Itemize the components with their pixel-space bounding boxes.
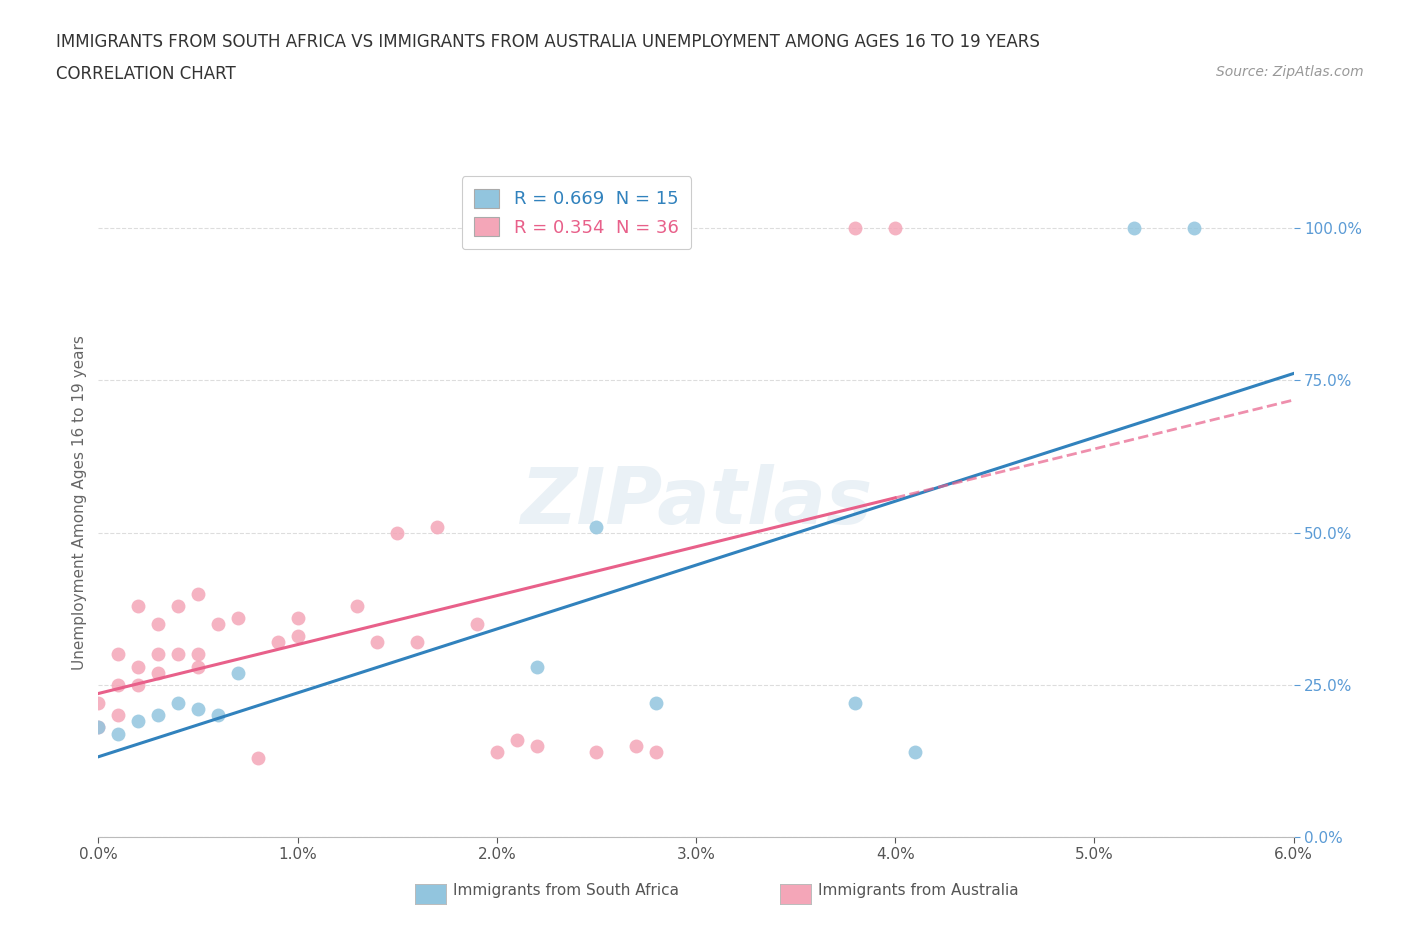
Point (366, 635, 388, 650)
Point (148, 708, 170, 723)
Point (167, 696, 190, 711)
Point (346, 598, 368, 613)
Point (187, 702, 209, 717)
Point (207, 617, 229, 631)
Point (624, 738, 647, 753)
Text: Source: ZipAtlas.com: Source: ZipAtlas.com (1216, 65, 1364, 79)
Y-axis label: Unemployment Among Ages 16 to 19 years: Unemployment Among Ages 16 to 19 years (72, 335, 87, 670)
Text: IMMIGRANTS FROM SOUTH AFRICA VS IMMIGRANTS FROM AUSTRALIA UNEMPLOYMENT AMONG AGE: IMMIGRANTS FROM SOUTH AFRICA VS IMMIGRAN… (56, 33, 1040, 50)
Point (645, 696, 668, 711)
Point (127, 598, 149, 613)
Point (645, 744, 668, 759)
Point (267, 635, 290, 650)
Point (884, 220, 907, 235)
Text: Immigrants from South Africa: Immigrants from South Africa (453, 883, 679, 897)
Text: CORRELATION CHART: CORRELATION CHART (56, 65, 236, 83)
Point (246, 751, 269, 765)
Point (385, 525, 409, 540)
Point (127, 659, 149, 674)
Point (1123, 220, 1146, 235)
Point (526, 659, 548, 674)
Point (127, 714, 149, 729)
Point (287, 610, 309, 625)
Point (107, 708, 129, 723)
Point (426, 519, 449, 534)
Text: ZIPatlas: ZIPatlas (520, 464, 872, 540)
Point (226, 610, 249, 625)
Point (148, 617, 170, 631)
Point (167, 647, 190, 662)
Point (187, 647, 209, 662)
Point (127, 677, 149, 692)
Point (904, 744, 927, 759)
Point (485, 744, 508, 759)
Point (506, 732, 529, 747)
Point (207, 708, 229, 723)
Point (844, 696, 866, 711)
Text: Immigrants from Australia: Immigrants from Australia (818, 883, 1019, 897)
Point (287, 629, 309, 644)
Point (87, 696, 110, 711)
Point (107, 647, 129, 662)
Point (465, 617, 488, 631)
Point (585, 744, 607, 759)
Point (87, 720, 110, 735)
Point (585, 519, 607, 534)
Point (187, 586, 209, 601)
Point (1182, 220, 1205, 235)
Point (148, 647, 170, 662)
Point (526, 738, 548, 753)
Point (226, 665, 249, 680)
Point (107, 726, 129, 741)
Point (406, 635, 429, 650)
Point (148, 665, 170, 680)
Point (167, 598, 190, 613)
Point (107, 677, 129, 692)
Point (844, 220, 866, 235)
Point (87, 720, 110, 735)
Legend: R = 0.669  N = 15, R = 0.354  N = 36: R = 0.669 N = 15, R = 0.354 N = 36 (461, 177, 692, 249)
Point (187, 659, 209, 674)
